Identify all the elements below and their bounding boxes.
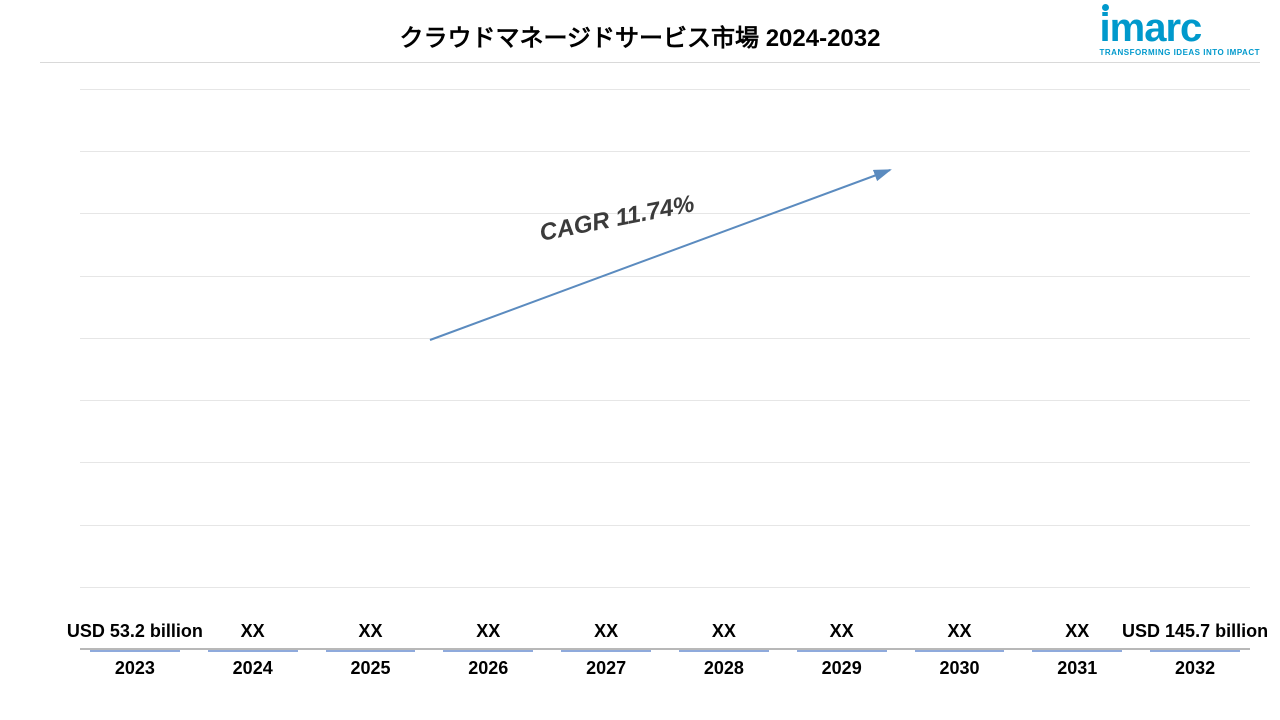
- bar-fill: [679, 650, 769, 652]
- x-axis-label: 2032: [1150, 650, 1240, 690]
- x-axis-labels: 2023 2024 2025 2026 2027 2028 2029 2030 2031 2032: [80, 650, 1250, 690]
- x-axis-label: 2031: [1032, 650, 1122, 690]
- bar-fill: [326, 650, 416, 652]
- page-root: クラウドマネージドサービス市場 2024-2032 imarc TRANSFOR…: [0, 0, 1280, 720]
- x-axis-label: 2026: [443, 650, 533, 690]
- cagr-arrow: [80, 90, 1250, 650]
- bar-fill: [1032, 650, 1122, 652]
- chart-title: クラウドマネージドサービス市場 2024-2032: [0, 18, 1280, 53]
- x-axis-label: 2030: [915, 650, 1005, 690]
- plot-area: USD 53.2 billionXXXXXXXXXXXXXXXXUSD 145.…: [80, 90, 1250, 650]
- bar-fill: [915, 650, 1005, 652]
- brand-logo: imarc TRANSFORMING IDEAS INTO IMPACT: [1100, 10, 1260, 60]
- bar-fill: [561, 650, 651, 652]
- x-axis-label: 2025: [326, 650, 416, 690]
- bar-fill: [443, 650, 533, 652]
- x-axis-label: 2028: [679, 650, 769, 690]
- x-axis-label: 2024: [208, 650, 298, 690]
- bar-chart: USD 53.2 billionXXXXXXXXXXXXXXXXUSD 145.…: [80, 90, 1250, 690]
- title-divider: [40, 62, 1260, 63]
- bar-fill: [90, 650, 180, 652]
- bar-fill: [1150, 650, 1240, 652]
- bar-fill: [208, 650, 298, 652]
- x-axis-label: 2029: [797, 650, 887, 690]
- logo-dot-icon: [1102, 4, 1109, 11]
- x-axis-label: 2027: [561, 650, 651, 690]
- bar-fill: [797, 650, 887, 652]
- x-axis-label: 2023: [90, 650, 180, 690]
- logo-word: imarc: [1100, 10, 1260, 46]
- logo-tagline: TRANSFORMING IDEAS INTO IMPACT: [1100, 48, 1260, 57]
